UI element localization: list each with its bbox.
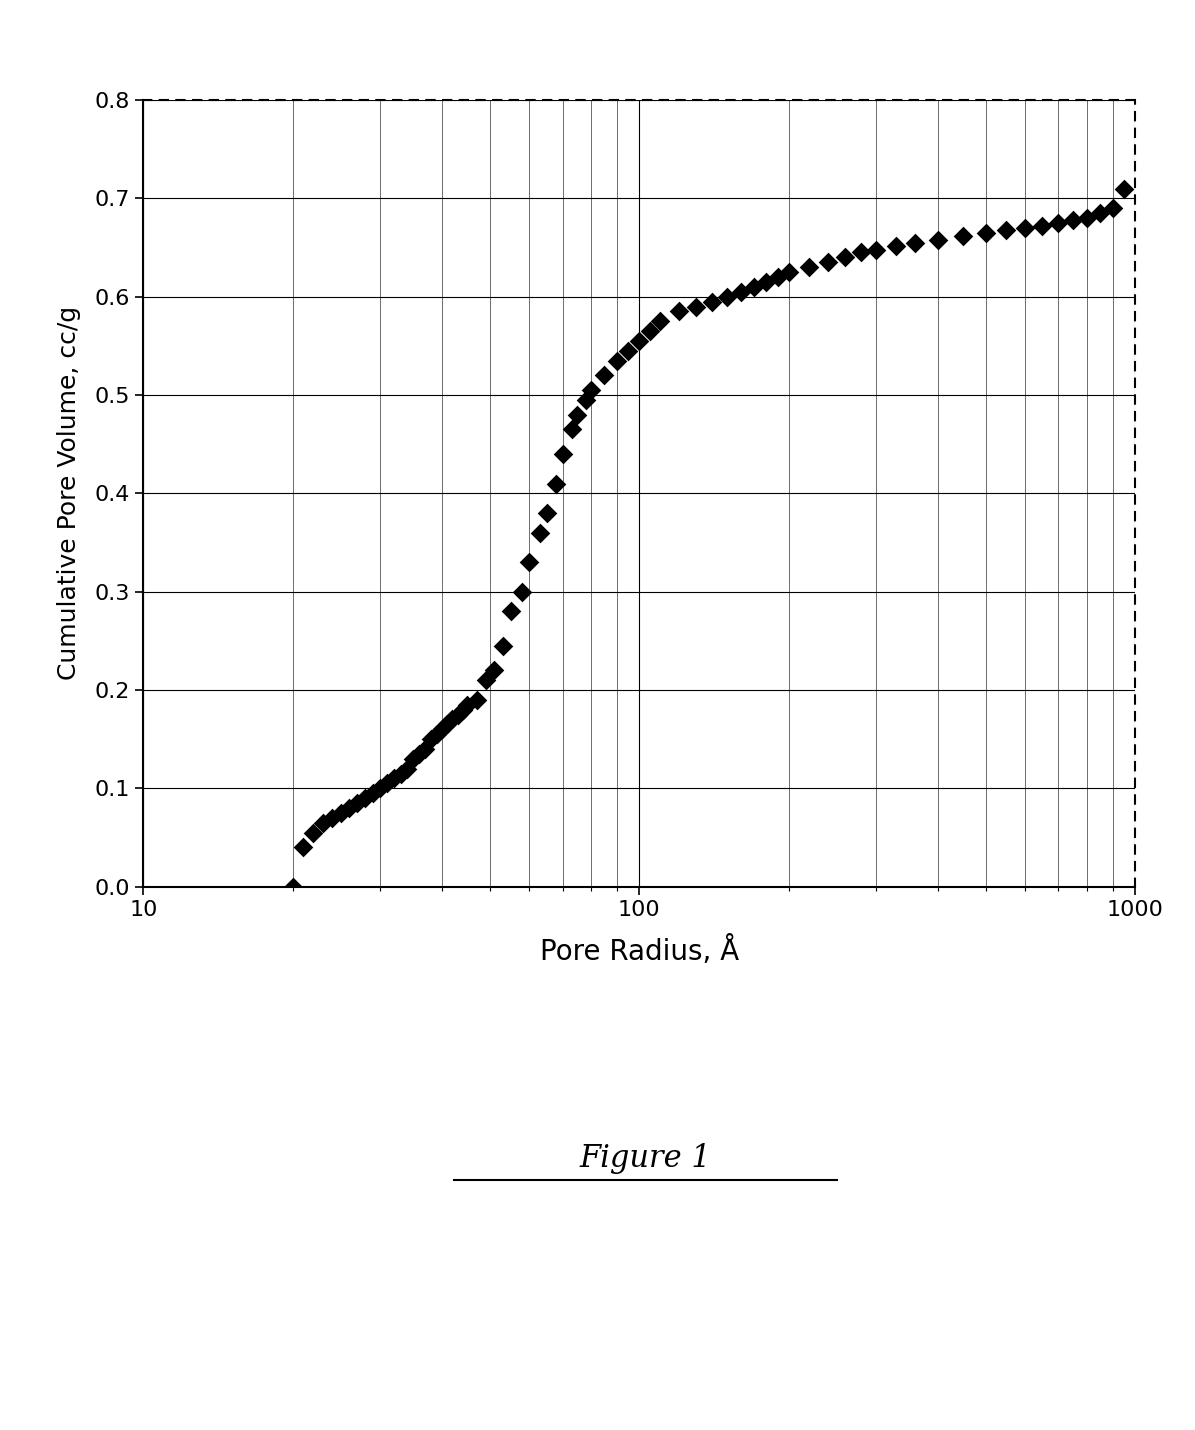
Point	[427, 722, 446, 745]
Point	[304, 821, 323, 844]
Point	[553, 443, 572, 466]
Point	[323, 807, 342, 829]
Point	[929, 229, 948, 252]
Point	[485, 659, 504, 682]
Point	[954, 225, 973, 247]
Point	[476, 669, 495, 692]
Point	[744, 276, 764, 299]
Point	[467, 688, 486, 711]
Point	[294, 835, 313, 858]
Point	[906, 232, 925, 255]
Point	[1032, 214, 1052, 237]
Point	[1103, 197, 1122, 220]
Point	[443, 708, 462, 731]
Point	[568, 403, 587, 426]
Point	[494, 635, 513, 658]
Point	[448, 704, 467, 726]
Point	[370, 776, 390, 799]
Point	[458, 694, 477, 716]
Point	[852, 242, 871, 265]
Point	[520, 551, 539, 573]
Point	[630, 329, 649, 352]
Point	[1078, 206, 1097, 229]
Point	[1016, 216, 1035, 239]
Point	[819, 250, 838, 273]
Point	[686, 295, 705, 317]
Point	[546, 472, 565, 495]
Point	[398, 758, 417, 781]
Point	[976, 222, 995, 245]
X-axis label: Pore Radius, Å: Pore Radius, Å	[540, 937, 739, 967]
Point	[576, 389, 595, 412]
Point	[779, 260, 798, 283]
Point	[531, 521, 550, 543]
Point	[391, 762, 410, 785]
Point	[501, 601, 520, 623]
Point	[537, 502, 556, 525]
Point	[641, 320, 660, 343]
Point	[607, 349, 626, 372]
Point	[756, 270, 776, 293]
Point	[513, 581, 532, 603]
Y-axis label: Cumulative Pore Volume, cc/g: Cumulative Pore Volume, cc/g	[57, 306, 81, 681]
Point	[339, 797, 358, 819]
Point	[650, 310, 669, 333]
Point	[404, 748, 423, 771]
Point	[433, 718, 452, 741]
Point	[378, 772, 397, 795]
Point	[768, 266, 788, 289]
Point	[348, 792, 367, 815]
Point	[331, 801, 350, 824]
Point	[562, 418, 581, 440]
Point	[887, 235, 906, 257]
Point	[595, 363, 614, 386]
Point	[437, 714, 456, 736]
Point	[997, 219, 1016, 242]
Point	[703, 290, 722, 313]
Text: Figure 1: Figure 1	[580, 1143, 711, 1174]
Point	[1115, 177, 1134, 200]
Point	[385, 766, 404, 789]
Point	[1091, 202, 1110, 225]
Point	[619, 339, 638, 362]
Point	[717, 285, 736, 307]
Point	[410, 742, 429, 765]
Point	[799, 256, 819, 279]
Point	[1049, 212, 1068, 235]
Point	[582, 379, 601, 402]
Point	[283, 875, 302, 898]
Point	[1064, 209, 1083, 232]
Point	[363, 782, 382, 805]
Point	[313, 811, 332, 834]
Point	[731, 280, 750, 303]
Point	[422, 728, 441, 751]
Point	[866, 237, 885, 260]
Point	[669, 300, 688, 323]
Point	[453, 698, 472, 721]
Point	[416, 738, 435, 761]
Point	[356, 787, 375, 809]
Point	[835, 246, 854, 269]
